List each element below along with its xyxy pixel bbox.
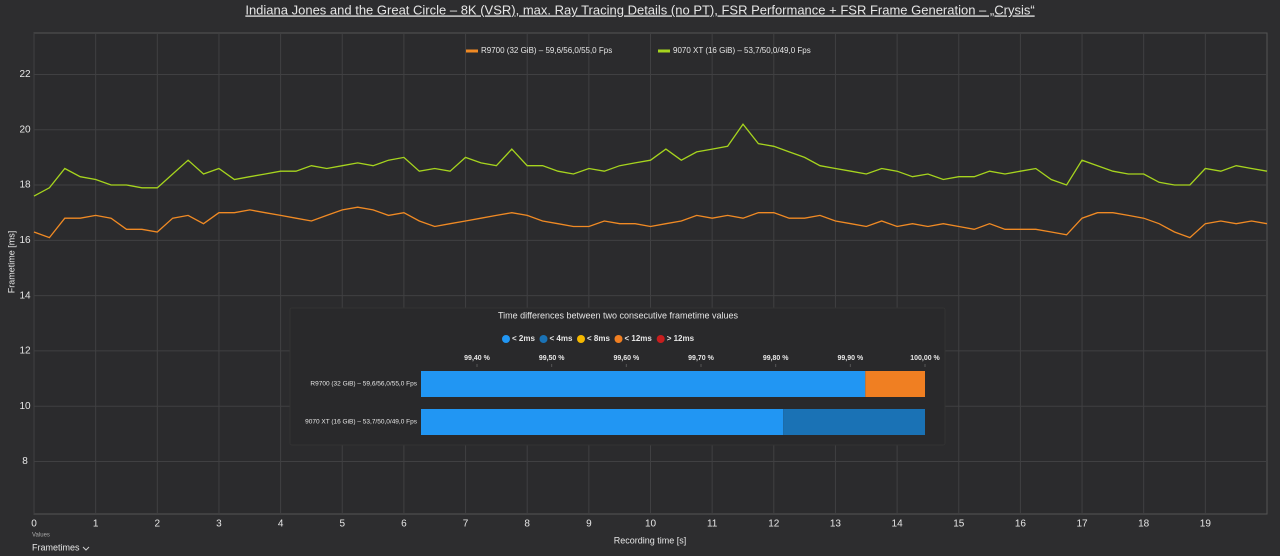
chart-title: Indiana Jones and the Great Circle – 8K … bbox=[245, 2, 1034, 17]
y-tick-label: 14 bbox=[19, 290, 31, 301]
legend-swatch bbox=[656, 335, 665, 343]
x-tick-label: 5 bbox=[339, 519, 345, 530]
legend-label: < 8ms bbox=[587, 334, 610, 343]
x-tick-label: 15 bbox=[953, 519, 965, 530]
legend-label: < 2ms bbox=[512, 334, 535, 343]
bar-segment bbox=[783, 409, 925, 435]
bar-segment bbox=[421, 371, 866, 397]
y-tick-label: 16 bbox=[19, 235, 31, 246]
dropdown[interactable]: Frametimes bbox=[32, 542, 90, 552]
x-tick-label: 13 bbox=[830, 519, 842, 530]
x-tick-label: 2 bbox=[155, 519, 161, 530]
legend-swatch bbox=[577, 335, 585, 343]
x-tick-label: 12 bbox=[768, 519, 780, 530]
x-tick-label: 9 bbox=[586, 519, 592, 530]
y-tick-label: 18 bbox=[19, 180, 31, 191]
y-tick-label: 12 bbox=[19, 346, 31, 357]
y-tick-label: 22 bbox=[19, 69, 31, 80]
category-label: R9700 (32 GiB) – 59,6/56,0/55,0 Fps bbox=[310, 381, 417, 388]
inset-title: Time differences between two consecutive… bbox=[498, 310, 739, 320]
x-tick-label: 8 bbox=[524, 519, 530, 530]
series-line bbox=[33, 123, 1268, 197]
x-tick-label: 19 bbox=[1200, 519, 1212, 530]
x-tick-label: 4 bbox=[278, 519, 284, 530]
inset-chart: Time differences between two consecutive… bbox=[289, 307, 946, 446]
x-tick-label: 10 bbox=[645, 519, 657, 530]
y-tick-label: 8 bbox=[22, 456, 28, 467]
bar-segment bbox=[865, 371, 925, 397]
x-tick-label: 16 bbox=[1015, 519, 1027, 530]
x-tick-label: 99,70 % bbox=[688, 355, 714, 362]
legend-label: > 12ms bbox=[667, 334, 695, 343]
legend-label: R9700 (32 GiB) – 59,6/56,0/55,0 Fps bbox=[481, 46, 612, 55]
x-tick-label: 18 bbox=[1138, 519, 1150, 530]
dropdown-label[interactable]: Frametimes bbox=[32, 542, 80, 552]
bar-segment bbox=[421, 409, 784, 435]
x-tick-label: 99,40 % bbox=[464, 355, 490, 362]
category-label: 9070 XT (16 GiB) – 53,7/50,0/49,0 Fps bbox=[305, 419, 418, 426]
x-tick-label: 14 bbox=[892, 519, 904, 530]
x-tick-label: 99,90 % bbox=[837, 355, 863, 362]
series-line bbox=[33, 206, 1268, 239]
y-tick-label: 20 bbox=[19, 124, 31, 135]
legend-swatch bbox=[502, 335, 510, 343]
x-tick-label: 11 bbox=[707, 519, 718, 530]
y-tick-label: 10 bbox=[19, 401, 31, 412]
x-tick-label: 99,60 % bbox=[613, 355, 639, 362]
x-tick-label: 99,80 % bbox=[763, 355, 789, 362]
x-tick-label: 100,00 % bbox=[910, 355, 940, 362]
dropdown-arrow[interactable] bbox=[82, 546, 90, 551]
x-tick-label: 0 bbox=[31, 519, 37, 530]
y-axis-label: Frametime [ms] bbox=[6, 231, 16, 294]
x-axis-label: Recording time [s] bbox=[614, 535, 687, 545]
legend-swatch bbox=[539, 335, 548, 343]
legend-label: 9070 XT (16 GiB) – 53,7/50,0/49,0 Fps bbox=[673, 46, 811, 55]
legend-label: < 12ms bbox=[625, 334, 653, 343]
legend-label: < 4ms bbox=[550, 334, 573, 343]
x-tick-label: 99,50 % bbox=[539, 355, 565, 362]
x-tick-label: 17 bbox=[1076, 519, 1088, 530]
x-tick-label: 1 bbox=[93, 519, 99, 530]
legend-swatch bbox=[614, 335, 623, 343]
values-label: Values bbox=[32, 533, 50, 539]
x-tick-label: 3 bbox=[216, 519, 222, 530]
x-tick-label: 6 bbox=[401, 519, 407, 530]
x-tick-label: 7 bbox=[463, 519, 469, 530]
